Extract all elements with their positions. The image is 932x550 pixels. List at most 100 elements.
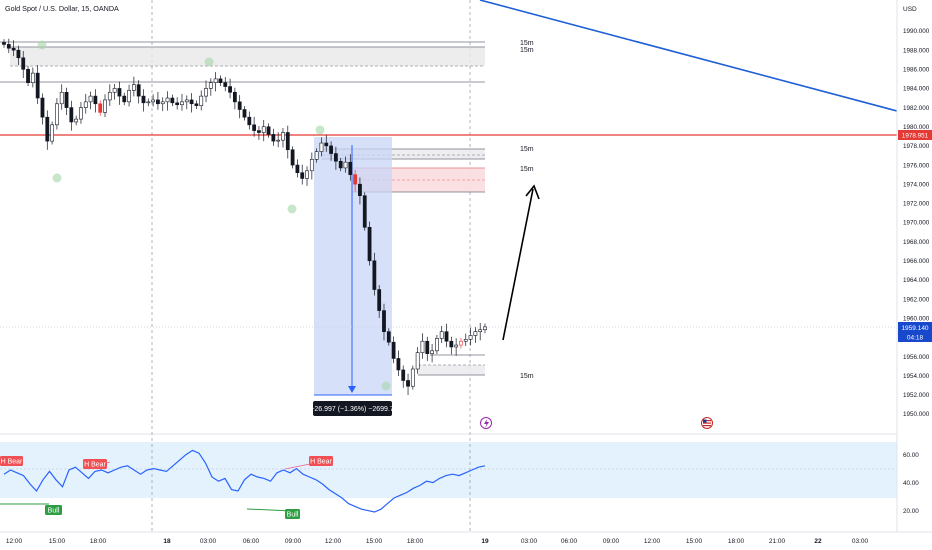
time-tick: 03:00 xyxy=(852,538,869,545)
candle xyxy=(83,93,88,114)
candle xyxy=(382,303,386,341)
price-tick: 1960.000 xyxy=(903,315,930,322)
candle xyxy=(468,327,473,346)
time-tick: 12:00 xyxy=(6,538,23,545)
candle xyxy=(213,72,218,92)
osc-tick: 60.00 xyxy=(903,452,919,459)
pivot-markers xyxy=(37,40,391,391)
time-tick: 06:00 xyxy=(561,538,578,545)
osc-tick: 20.00 xyxy=(903,508,919,515)
zone-label-15m: 15m xyxy=(520,373,534,380)
time-axis[interactable]: 12:00 15:00 18:00 18 03:00 06:00 09:00 1… xyxy=(0,531,932,550)
candle xyxy=(79,101,83,124)
candle xyxy=(391,336,396,364)
candle xyxy=(483,323,487,334)
pivot-low-marker xyxy=(287,204,297,214)
candle xyxy=(377,285,382,318)
candle xyxy=(26,65,30,87)
candle xyxy=(93,89,98,113)
candle xyxy=(410,365,415,390)
oscillator-pane[interactable] xyxy=(0,436,897,532)
zone-bottom[interactable] xyxy=(418,354,485,376)
candle xyxy=(473,327,478,343)
candle xyxy=(324,135,329,152)
price-tick: 1962.000 xyxy=(903,296,930,303)
candle xyxy=(290,146,295,169)
candle xyxy=(242,106,247,121)
candle xyxy=(463,333,468,346)
candle xyxy=(228,78,232,99)
oscillator-line xyxy=(3,449,486,513)
candle xyxy=(276,132,281,148)
time-tick: 09:00 xyxy=(603,538,620,545)
candle xyxy=(208,78,213,96)
projection-arrow[interactable] xyxy=(502,184,540,341)
price-range-measure[interactable] xyxy=(314,137,392,396)
price-tick: 1974.000 xyxy=(903,181,930,188)
candle xyxy=(358,177,362,205)
zone-label-15m: 15m xyxy=(520,146,534,153)
candle xyxy=(434,335,439,355)
us-flag-event-icon[interactable] xyxy=(701,417,713,429)
candle xyxy=(30,67,35,88)
time-tick: 19 xyxy=(481,538,489,545)
candle xyxy=(98,100,103,116)
price-tick: 1972.000 xyxy=(903,201,930,208)
time-tick: 21:00 xyxy=(769,538,786,545)
candle xyxy=(232,87,237,110)
time-tick: 18:00 xyxy=(90,538,107,545)
price-axis[interactable]: USD 1990.000 1988.000 1986.000 1984.000 1982… xyxy=(896,0,932,532)
candle xyxy=(151,94,156,107)
candle xyxy=(184,95,189,110)
trend-line[interactable] xyxy=(479,0,898,112)
h-bear-label: H Bear xyxy=(83,459,107,469)
candle xyxy=(107,84,112,106)
candle xyxy=(300,164,305,185)
bull-label: Bull xyxy=(45,505,62,515)
candle xyxy=(329,141,333,161)
candle xyxy=(333,146,338,170)
price-tick: 1950.000 xyxy=(903,411,930,418)
candle xyxy=(444,323,449,348)
candle xyxy=(204,80,208,103)
symbol-title: Gold Spot / U.S. Dollar, 15, OANDA xyxy=(5,4,119,13)
candle xyxy=(11,40,16,57)
lightning-event-icon[interactable] xyxy=(480,417,492,429)
candle xyxy=(305,166,309,186)
candlestick-series[interactable] xyxy=(2,38,487,395)
time-tick: 09:00 xyxy=(285,538,302,545)
candle xyxy=(74,115,79,126)
candle xyxy=(401,365,406,388)
time-tick: 03:00 xyxy=(521,538,538,545)
time-tick: 22 xyxy=(814,538,822,545)
time-tick: 18:00 xyxy=(407,538,424,545)
candle xyxy=(64,87,69,115)
candle xyxy=(343,156,348,173)
price-tick: 1988.000 xyxy=(903,47,930,54)
svg-text:H Bear: H Bear xyxy=(1,459,23,466)
candle xyxy=(459,337,463,349)
price-tick: 1978.000 xyxy=(903,143,930,150)
price-tick: 1956.000 xyxy=(903,354,930,361)
candle xyxy=(319,137,324,157)
zone-top[interactable] xyxy=(0,41,485,83)
candle xyxy=(362,192,367,231)
candle xyxy=(199,90,204,111)
price-tick: 1982.000 xyxy=(903,105,930,112)
candle xyxy=(59,84,64,110)
time-tick: 12:00 xyxy=(325,538,342,545)
zone-label-15m: 15m xyxy=(520,47,534,54)
time-tick: 18:00 xyxy=(728,538,745,545)
candle xyxy=(252,116,257,137)
pivot-high-marker xyxy=(204,57,214,67)
time-tick: 15:00 xyxy=(366,538,383,545)
candle xyxy=(170,94,175,107)
candle xyxy=(127,84,131,107)
candle xyxy=(338,157,343,172)
svg-text:1959.140: 1959.140 xyxy=(901,325,928,332)
pivot-high-marker xyxy=(37,40,47,50)
candle xyxy=(223,77,228,92)
price-tick: 1952.000 xyxy=(903,392,930,399)
candle xyxy=(439,326,444,344)
